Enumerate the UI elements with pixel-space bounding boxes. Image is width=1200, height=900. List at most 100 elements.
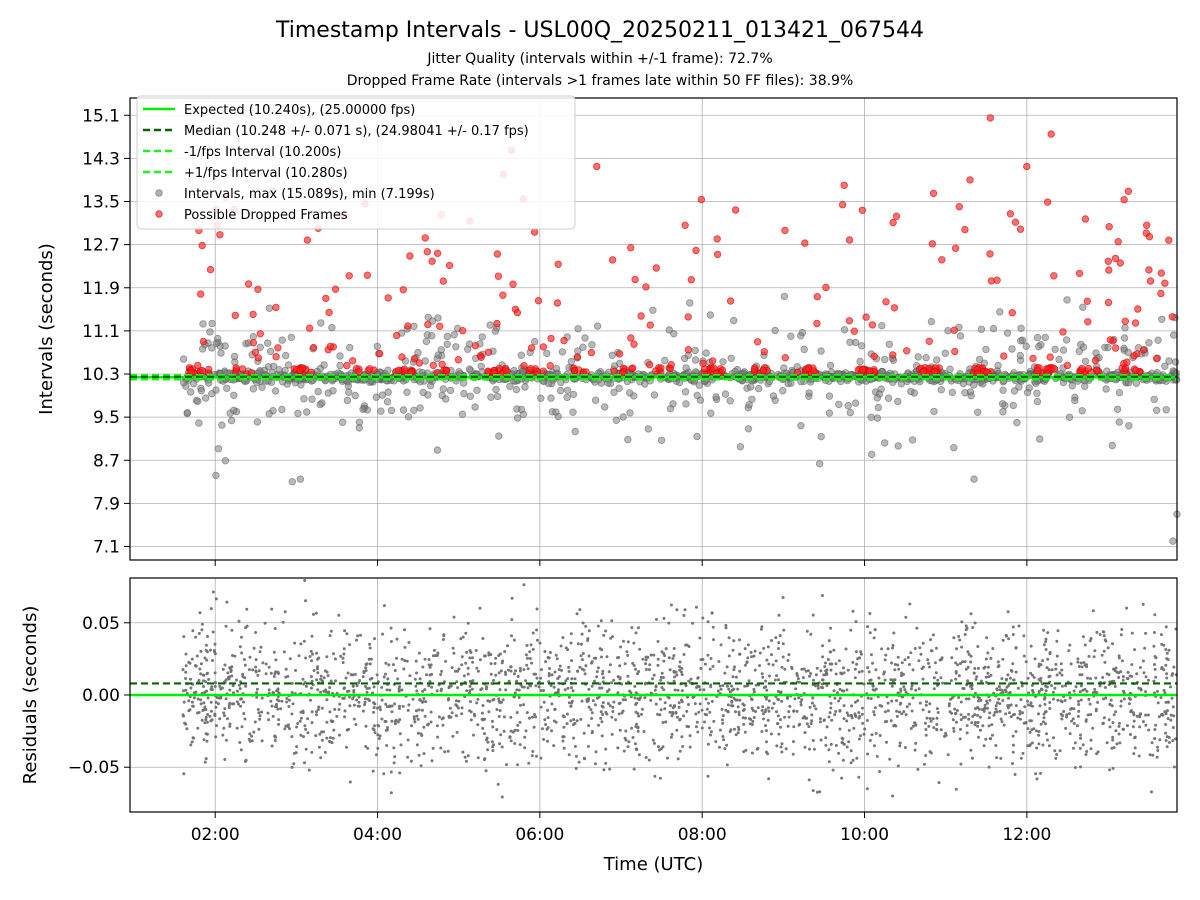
intervals-panel: 7.17.98.79.510.311.111.912.713.514.315.1… bbox=[36, 95, 1181, 566]
residual-point bbox=[677, 705, 681, 709]
residual-point bbox=[943, 734, 946, 738]
residual-point bbox=[1060, 717, 1064, 721]
interval-point bbox=[846, 408, 854, 417]
residual-point bbox=[1048, 652, 1052, 656]
residual-point bbox=[331, 736, 335, 740]
residual-point bbox=[569, 632, 573, 636]
residual-point bbox=[898, 710, 901, 714]
residual-point bbox=[347, 689, 351, 693]
interval-point bbox=[846, 338, 854, 346]
residual-point bbox=[1089, 677, 1092, 681]
dropped-frame-point bbox=[951, 347, 959, 356]
residual-point bbox=[827, 748, 831, 752]
residual-point bbox=[514, 669, 518, 673]
residual-point bbox=[398, 771, 402, 775]
residual-point bbox=[1035, 777, 1039, 781]
residual-point bbox=[725, 665, 729, 669]
residual-point bbox=[200, 628, 204, 632]
residual-point bbox=[987, 765, 991, 769]
residual-point bbox=[295, 745, 299, 749]
dropped-frame-point bbox=[709, 364, 718, 372]
residual-point bbox=[1070, 719, 1074, 723]
residual-point bbox=[812, 704, 816, 708]
interval-point bbox=[230, 406, 238, 414]
residual-point bbox=[1042, 716, 1046, 720]
residual-point bbox=[838, 709, 842, 713]
dropped-frame-point bbox=[349, 357, 357, 365]
residual-point bbox=[271, 714, 275, 718]
residual-point bbox=[706, 620, 710, 624]
residual-point bbox=[856, 657, 860, 661]
interval-point bbox=[265, 304, 274, 312]
residual-point bbox=[518, 666, 522, 670]
residual-point bbox=[899, 689, 903, 693]
residual-point bbox=[566, 686, 570, 690]
dropped-frame-point bbox=[232, 364, 240, 372]
residual-point bbox=[211, 659, 214, 662]
residual-point bbox=[623, 662, 627, 666]
residual-point bbox=[770, 639, 773, 642]
residual-point bbox=[797, 723, 801, 727]
residual-point bbox=[338, 702, 342, 706]
interval-point bbox=[492, 385, 500, 394]
residual-point bbox=[454, 703, 458, 707]
interval-point bbox=[1108, 441, 1116, 450]
residual-point bbox=[819, 669, 823, 673]
residual-point bbox=[531, 631, 535, 635]
residual-point bbox=[1076, 660, 1080, 664]
residual-point bbox=[516, 763, 520, 767]
residual-point bbox=[883, 678, 887, 682]
residual-point bbox=[986, 665, 990, 669]
residual-point bbox=[936, 711, 940, 714]
residual-point bbox=[309, 675, 313, 679]
interval-point bbox=[581, 334, 589, 342]
residual-point bbox=[317, 656, 321, 660]
residual-point bbox=[471, 656, 474, 660]
residual-point bbox=[375, 673, 379, 677]
residual-point bbox=[1093, 690, 1097, 694]
residual-point bbox=[959, 727, 962, 731]
interval-point bbox=[851, 399, 860, 407]
interval-point bbox=[195, 419, 203, 427]
interval-point bbox=[278, 405, 286, 414]
residual-point bbox=[1164, 712, 1168, 716]
residual-point bbox=[319, 690, 322, 694]
interval-point bbox=[994, 361, 1002, 370]
residual-point bbox=[921, 641, 925, 645]
interval-point bbox=[712, 393, 720, 401]
residual-point bbox=[827, 715, 831, 719]
residual-point bbox=[986, 651, 990, 655]
residual-point bbox=[652, 673, 656, 677]
residual-point bbox=[783, 715, 787, 719]
residual-point bbox=[674, 711, 678, 715]
residual-point bbox=[498, 688, 502, 692]
interval-point bbox=[1034, 342, 1043, 351]
residual-point bbox=[892, 631, 896, 635]
residual-point bbox=[837, 751, 841, 755]
interval-point bbox=[1017, 324, 1025, 332]
interval-point bbox=[730, 316, 738, 325]
residual-point bbox=[963, 660, 967, 664]
dropped-frame-point bbox=[205, 365, 213, 374]
residual-point bbox=[295, 725, 299, 729]
residual-point bbox=[386, 677, 390, 681]
interval-point bbox=[387, 406, 396, 415]
residual-point bbox=[365, 690, 369, 694]
dropped-frame-point bbox=[1023, 162, 1031, 171]
residual-point bbox=[525, 644, 529, 647]
residual-point bbox=[855, 662, 859, 666]
residual-point bbox=[676, 688, 680, 692]
residual-point bbox=[240, 697, 243, 701]
residual-point bbox=[590, 661, 593, 665]
residual-point bbox=[407, 641, 411, 644]
residual-point bbox=[808, 747, 811, 751]
residual-point bbox=[1050, 668, 1054, 672]
dropped-frame-point bbox=[454, 356, 463, 364]
residual-point bbox=[527, 761, 531, 765]
residual-point bbox=[1133, 648, 1136, 652]
residual-point bbox=[577, 760, 581, 764]
residual-point bbox=[1084, 753, 1088, 756]
residual-point bbox=[718, 745, 721, 749]
residual-point bbox=[658, 697, 662, 701]
residual-point bbox=[730, 704, 733, 708]
